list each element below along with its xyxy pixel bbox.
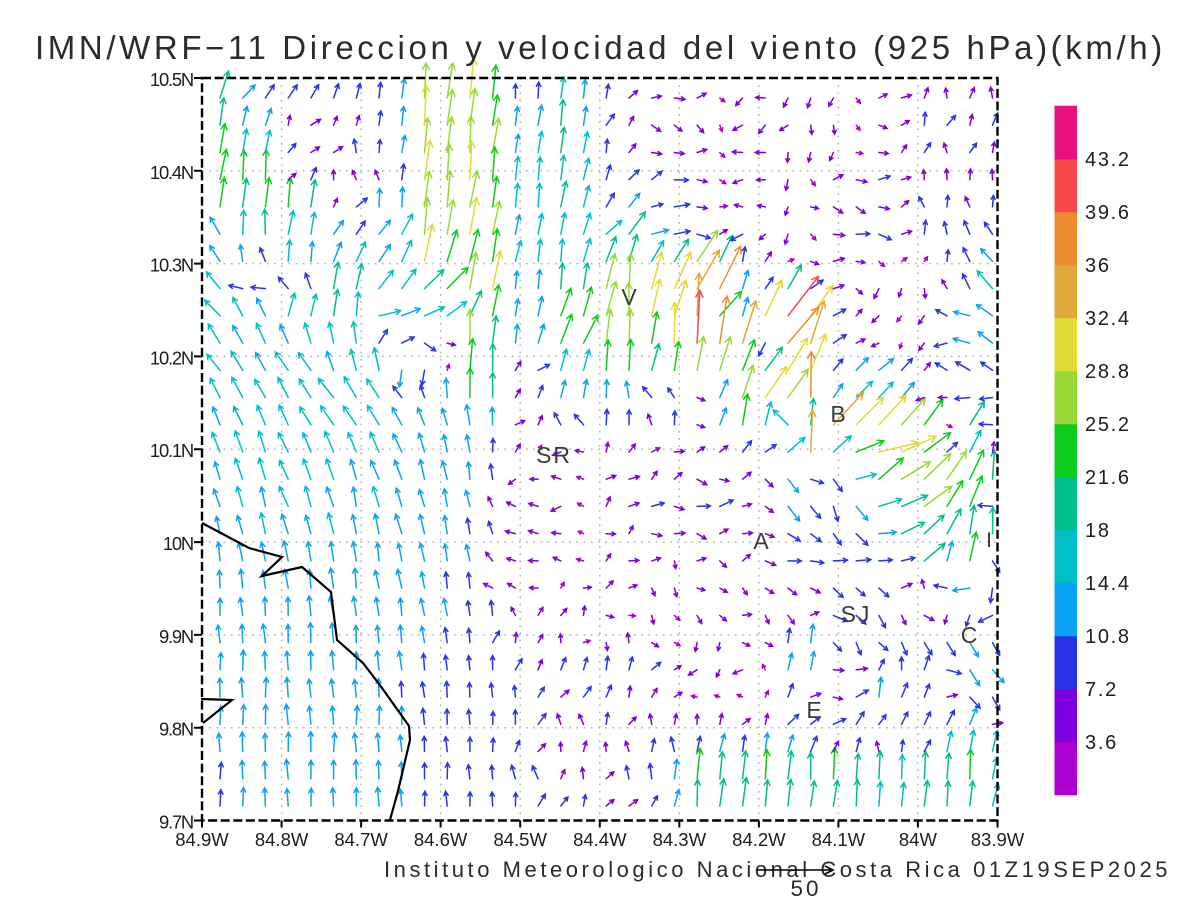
svg-text:9.8N: 9.8N [159, 719, 193, 740]
svg-text:83.9W: 83.9W [971, 829, 1025, 850]
svg-text:V: V [621, 284, 637, 310]
svg-text:S J: S J [841, 601, 870, 627]
svg-text:10.8: 10.8 [1085, 626, 1131, 648]
svg-text:9.7N: 9.7N [159, 812, 193, 833]
svg-text:S R: S R [536, 442, 570, 468]
svg-text:10.4N: 10.4N [150, 162, 193, 183]
svg-text:18: 18 [1085, 520, 1111, 542]
svg-text:84.3W: 84.3W [653, 829, 707, 850]
svg-text:E: E [806, 697, 821, 723]
svg-text:7.2: 7.2 [1085, 679, 1118, 701]
svg-text:B: B [830, 401, 845, 427]
svg-text:IMN/WRF−11 Direccion y velocid: IMN/WRF−11 Direccion y velocidad del vie… [35, 29, 1166, 66]
svg-text:84.8W: 84.8W [255, 829, 309, 850]
svg-text:84W: 84W [899, 829, 938, 850]
svg-text:32.4: 32.4 [1085, 308, 1131, 330]
svg-text:43.2: 43.2 [1085, 149, 1131, 171]
svg-text:I: I [986, 529, 992, 552]
svg-text:10.2N: 10.2N [150, 347, 193, 368]
svg-text:84.6W: 84.6W [414, 829, 468, 850]
svg-text:84.1W: 84.1W [812, 829, 866, 850]
svg-text:10.1N: 10.1N [150, 440, 193, 461]
svg-text:21.6: 21.6 [1085, 467, 1131, 489]
svg-text:10N: 10N [163, 533, 193, 554]
svg-text:84.9W: 84.9W [175, 829, 229, 850]
svg-text:50: 50 [790, 876, 821, 900]
svg-text:10.5N: 10.5N [150, 69, 193, 90]
svg-text:84.4W: 84.4W [573, 829, 627, 850]
svg-text:84.7W: 84.7W [334, 829, 388, 850]
svg-text:84.2W: 84.2W [732, 829, 786, 850]
svg-text:25.2: 25.2 [1085, 414, 1131, 436]
svg-text:84.5W: 84.5W [493, 829, 547, 850]
svg-text:39.6: 39.6 [1085, 202, 1131, 224]
svg-text:9.9N: 9.9N [159, 626, 193, 647]
svg-text:14.4: 14.4 [1085, 573, 1131, 595]
svg-text:3.6: 3.6 [1085, 732, 1118, 754]
svg-text:A: A [753, 528, 769, 554]
svg-text:C: C [961, 622, 978, 648]
svg-text:28.8: 28.8 [1085, 361, 1131, 383]
svg-text:10.3N: 10.3N [150, 255, 193, 276]
svg-text:36: 36 [1085, 255, 1111, 277]
